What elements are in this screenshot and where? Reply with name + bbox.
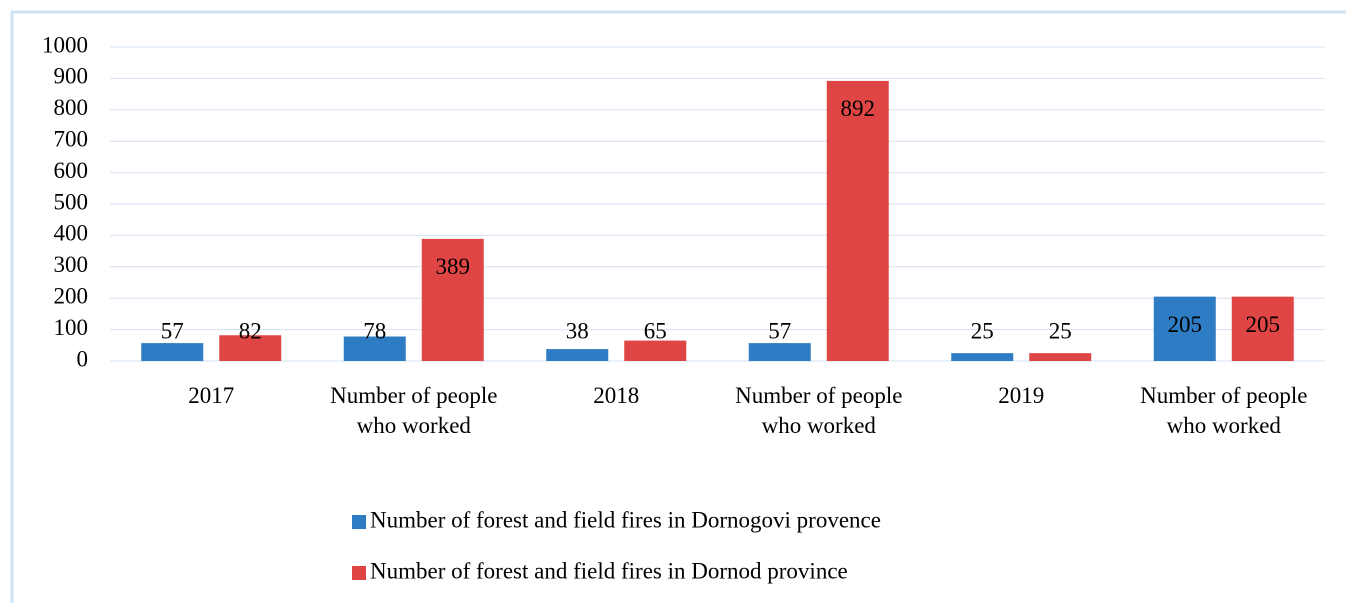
data-label: 25 bbox=[1049, 318, 1072, 343]
y-tick-label: 200 bbox=[54, 283, 89, 308]
x-tick-label: 2019 bbox=[998, 383, 1045, 408]
chart-border bbox=[10, 10, 1346, 603]
y-tick-label: 900 bbox=[54, 64, 89, 89]
y-tick-label: 100 bbox=[54, 315, 89, 340]
x-tick-label: 2018 bbox=[593, 383, 640, 408]
legend-label: Number of forest and field fires in Dorn… bbox=[370, 507, 881, 532]
bar bbox=[826, 80, 889, 362]
data-label: 78 bbox=[363, 318, 386, 343]
y-tick-label: 0 bbox=[77, 346, 89, 371]
x-tick-label: Number of people who worked bbox=[1140, 383, 1308, 438]
data-label: 57 bbox=[768, 318, 791, 343]
bar bbox=[343, 336, 406, 361]
legend-swatch bbox=[352, 515, 366, 529]
bar bbox=[219, 335, 282, 361]
bar bbox=[141, 343, 204, 361]
data-label: 892 bbox=[841, 96, 876, 121]
data-label: 389 bbox=[436, 254, 471, 279]
bar bbox=[951, 353, 1014, 361]
legend-swatch bbox=[352, 566, 366, 580]
y-tick-label: 1000 bbox=[42, 32, 88, 57]
data-label: 205 bbox=[1168, 312, 1203, 337]
data-label: 57 bbox=[161, 318, 184, 343]
x-tick-label: 2017 bbox=[188, 383, 235, 408]
bar bbox=[546, 349, 609, 361]
data-label: 205 bbox=[1246, 312, 1281, 337]
y-tick-label: 400 bbox=[54, 221, 89, 246]
data-label: 82 bbox=[239, 318, 262, 343]
data-label: 65 bbox=[644, 318, 667, 343]
y-tick-label: 600 bbox=[54, 158, 89, 183]
bar bbox=[624, 340, 687, 361]
data-label: 25 bbox=[971, 318, 994, 343]
bar bbox=[1153, 296, 1216, 361]
x-tick-label: Number of people who worked bbox=[735, 383, 903, 438]
x-tick-label: Number of people who worked bbox=[330, 383, 498, 438]
bar bbox=[1231, 296, 1294, 361]
bar bbox=[748, 343, 811, 361]
bar bbox=[421, 238, 484, 361]
legend-label: Number of forest and field fires in Dorn… bbox=[370, 558, 848, 583]
y-tick-label: 800 bbox=[54, 95, 89, 120]
data-label: 38 bbox=[566, 318, 589, 343]
y-tick-label: 300 bbox=[54, 252, 89, 277]
y-tick-label: 500 bbox=[54, 189, 89, 214]
bar bbox=[1029, 353, 1092, 361]
y-tick-label: 700 bbox=[54, 126, 89, 151]
